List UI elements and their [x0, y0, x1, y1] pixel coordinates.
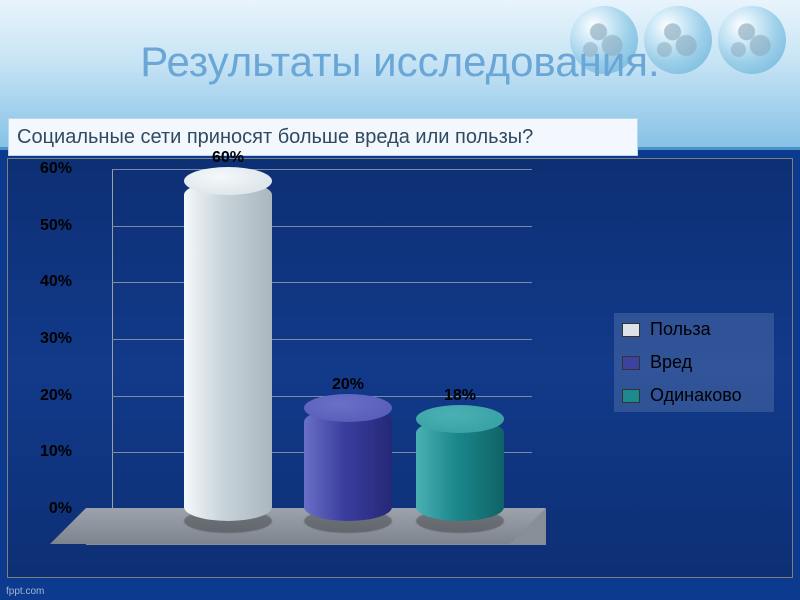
plot-area: 60% 20% 18% — [86, 169, 546, 549]
watermark: fppt.com — [6, 586, 44, 597]
y-axis-label: 60% — [14, 160, 72, 178]
gridline — [112, 226, 532, 227]
legend-item-odinakovo: Одинаково — [614, 379, 774, 412]
legend-item-vred: Вред — [614, 346, 774, 379]
bar-value-label: 18% — [444, 387, 476, 405]
subtitle: Социальные сети приносят больше вреда ил… — [8, 118, 638, 156]
bar-value-label: 60% — [212, 149, 244, 167]
gridline — [112, 169, 532, 170]
legend-label: Одинаково — [650, 385, 742, 406]
slide: Результаты исследования. Социальные сети… — [0, 0, 800, 600]
bar-vred: 20% — [304, 408, 392, 521]
gridline — [112, 339, 532, 340]
y-axis-label: 0% — [14, 500, 72, 518]
legend-item-polza: Польза — [614, 313, 774, 346]
legend-swatch — [622, 323, 640, 337]
y-axis-label: 10% — [14, 443, 72, 461]
y-axis-label: 30% — [14, 330, 72, 348]
page-title: Результаты исследования. — [0, 38, 800, 86]
bar-odinakovo: 18% — [416, 419, 504, 521]
legend-swatch — [622, 389, 640, 403]
y-axis-label: 50% — [14, 217, 72, 235]
chart-panel: 0% 10% 20% 30% 40% 50% 60% 60% 20% 18% Польза Вре… — [7, 158, 793, 578]
bar-value-label: 20% — [332, 376, 364, 394]
y-axis-label: 20% — [14, 387, 72, 405]
y-axis-label: 40% — [14, 273, 72, 291]
legend-label: Вред — [650, 352, 692, 373]
legend-label: Польза — [650, 319, 711, 340]
bar-polza: 60% — [184, 181, 272, 521]
legend: Польза Вред Одинаково — [614, 313, 774, 412]
gridline — [112, 282, 532, 283]
legend-swatch — [622, 356, 640, 370]
